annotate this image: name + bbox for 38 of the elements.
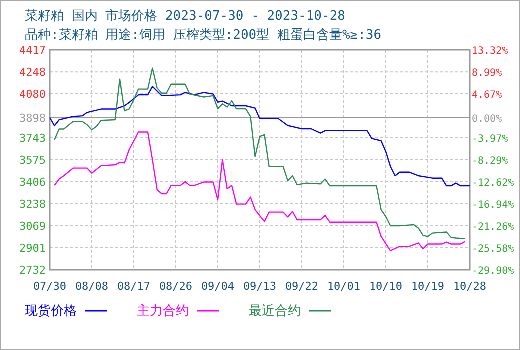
y2-tick-label: -16.94% xyxy=(472,200,514,212)
chart-subtitle: 品种:菜籽粕 用途:饲用 压榨类型:200型 粗蛋白含量%≥:36 xyxy=(25,28,382,43)
y2-tick-label: -29.90% xyxy=(472,266,514,277)
y-tick-label: 3406 xyxy=(20,176,46,189)
x-tick-label: 09/04 xyxy=(201,280,235,293)
y2-tick-label: -25.58% xyxy=(472,244,514,256)
y2-tick-label: 13.32% xyxy=(472,46,508,57)
y-tick-label: 4248 xyxy=(20,66,46,80)
x-tick-label: 07/30 xyxy=(33,280,67,293)
chart-title: 菜籽粕 国内 市场价格 2023-07-30 - 2023-10-28 xyxy=(25,9,346,24)
legend-label: 现货价格 xyxy=(25,304,77,319)
legend-label: 主力合约 xyxy=(137,303,189,319)
x-tick-label: 08/26 xyxy=(159,280,193,293)
legend-label: 最近合约 xyxy=(249,304,301,319)
y-tick-label: 3898 xyxy=(20,112,46,125)
y2-tick-label: 4.67% xyxy=(472,90,502,102)
y-tick-label: 3238 xyxy=(20,198,46,211)
y2-tick-label: -12.62% xyxy=(472,178,514,190)
y2-tick-label: 0.00% xyxy=(472,114,502,125)
x-tick-label: 08/08 xyxy=(75,280,109,293)
x-tick-label: 08/17 xyxy=(117,280,151,293)
y2-tick-label: 8.99% xyxy=(472,68,502,80)
y-tick-label: 2732 xyxy=(20,264,46,277)
y-tick-label: 4417 xyxy=(20,44,46,57)
x-tick-label: 10/10 xyxy=(369,280,403,293)
y-tick-label: 3575 xyxy=(20,154,46,167)
x-tick-label: 09/22 xyxy=(285,280,319,293)
y2-tick-label: -3.97% xyxy=(472,134,508,146)
x-tick-label: 10/28 xyxy=(453,280,487,293)
y-tick-label: 3069 xyxy=(20,220,46,233)
x-tick-label: 10/19 xyxy=(411,280,445,293)
y-tick-label: 4080 xyxy=(20,88,46,101)
y2-tick-label: -8.29% xyxy=(472,156,508,167)
x-tick-label: 10/01 xyxy=(327,280,361,293)
y-tick-label: 3743 xyxy=(20,132,46,145)
x-tick-label: 09/13 xyxy=(243,280,277,293)
y2-tick-label: -21.26% xyxy=(472,222,514,234)
y-tick-label: 2901 xyxy=(20,242,46,255)
